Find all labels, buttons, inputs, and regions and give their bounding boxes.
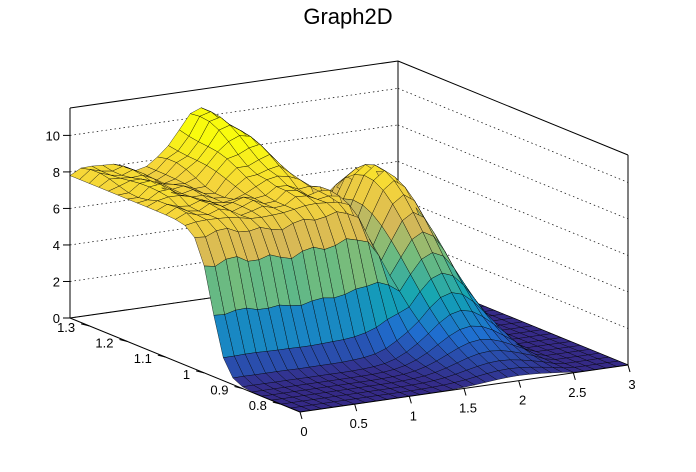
y-tick-mark	[81, 323, 90, 327]
z-tick-label: 6	[53, 201, 60, 216]
x-tick-label: 1.5	[459, 401, 477, 416]
z-grid-line	[69, 124, 399, 173]
z-tick-label: 2	[53, 274, 60, 289]
z-tick-label: 8	[53, 165, 60, 180]
z-tick-label: 4	[53, 238, 60, 253]
x-tick-mark	[627, 364, 631, 373]
surface-mesh	[69, 107, 629, 413]
front-bottom-edge-y	[69, 317, 301, 413]
y-tick-mark	[119, 339, 128, 342]
x-tick-label: 0.5	[350, 416, 368, 431]
z-grid-line	[69, 197, 399, 246]
z-tick-label: 0	[53, 311, 60, 326]
z-grid-line	[69, 270, 399, 319]
x-tick-mark	[408, 396, 412, 404]
x-tick-label: 1	[410, 408, 417, 423]
y-tick-label: 1.1	[134, 351, 152, 366]
back-top-edge-left	[69, 60, 399, 109]
y-tick-mark	[272, 401, 281, 405]
x-tick-label: 0	[300, 424, 307, 439]
x-tick-label: 2.5	[568, 385, 586, 400]
chart-title: Graph2D	[303, 4, 392, 29]
x-tick-mark	[463, 388, 467, 396]
x-tick-mark	[299, 411, 303, 420]
y-tick-label: 1.3	[57, 320, 75, 335]
z-grid-line	[397, 124, 629, 220]
z-grid-line	[69, 234, 399, 282]
y-tick-label: 1	[183, 367, 190, 382]
back-top-edge-right	[397, 60, 629, 156]
z-grid-line	[397, 161, 629, 256]
z-grid-line	[397, 88, 629, 183]
z-grid-line	[69, 161, 399, 209]
x-tick-mark	[572, 372, 576, 380]
z-grid-line	[397, 197, 629, 293]
y-tick-label: 0.8	[249, 398, 267, 413]
z-tick-label: 10	[46, 128, 60, 143]
x-tick-mark	[518, 380, 522, 388]
z-grid-line	[69, 88, 399, 136]
y-tick-label: 1.2	[95, 336, 113, 351]
y-tick-mark	[157, 354, 166, 358]
x-tick-mark	[354, 404, 358, 412]
y-tick-label: 0.9	[210, 383, 228, 398]
x-tick-label: 2	[519, 393, 526, 408]
x-tick-label: 3	[628, 377, 635, 392]
y-tick-mark	[234, 386, 243, 389]
y-tick-mark	[196, 370, 205, 374]
